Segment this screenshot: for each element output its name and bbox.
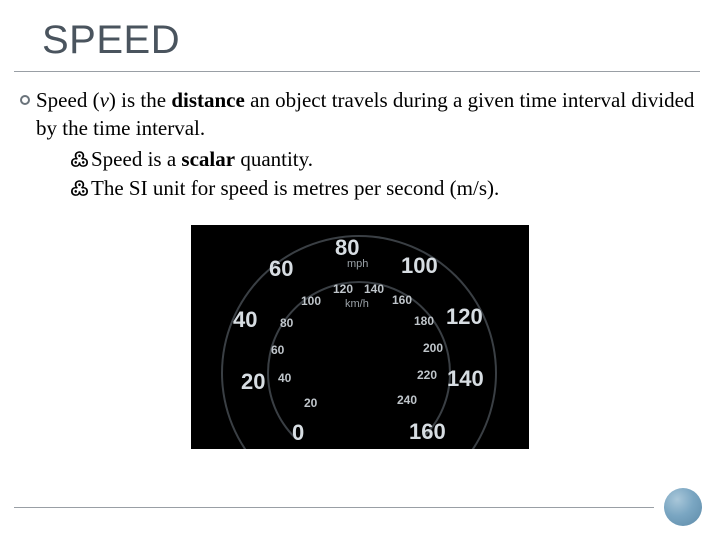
outer-tick: 100: [401, 251, 438, 281]
footer-divider: [14, 507, 654, 508]
inner-tick: 80: [280, 315, 293, 331]
inner-tick: 240: [397, 392, 417, 408]
inner-tick: 120: [333, 281, 353, 297]
text-fragment: The SI unit for speed is metres per seco…: [91, 176, 499, 200]
outer-tick: 40: [233, 305, 257, 335]
sub-bullet: ߷ Speed is a scalar quantity.: [70, 145, 700, 174]
sub-bullet: ߷ The SI unit for speed is metres per se…: [70, 174, 700, 203]
text-fragment: Speed is a: [91, 147, 181, 171]
sub-bullet-text: The SI unit for speed is metres per seco…: [91, 174, 499, 202]
sub-bullets: ߷ Speed is a scalar quantity. ߷ The SI u…: [36, 145, 700, 203]
text-fragment: ) is the: [109, 88, 171, 112]
inner-tick: 140: [364, 281, 384, 297]
inner-tick: 180: [414, 313, 434, 329]
speedometer: 020406080100120140160 204060801001201401…: [191, 225, 529, 449]
outer-tick: 120: [446, 302, 483, 332]
speed-symbol: v: [100, 88, 109, 112]
outer-tick: 60: [269, 254, 293, 284]
swirl-icon: ߷: [70, 176, 89, 203]
inner-tick: 60: [271, 342, 284, 358]
outer-tick: 0: [292, 418, 304, 448]
outer-tick: 160: [409, 417, 446, 447]
inner-tick: 220: [417, 367, 437, 383]
sub-bullet-text: Speed is a scalar quantity.: [91, 145, 313, 173]
content-body: Speed (v) is the distance an object trav…: [0, 86, 720, 449]
bold-distance: distance: [171, 88, 245, 112]
inner-tick: 100: [301, 293, 321, 309]
outer-tick: 20: [241, 367, 265, 397]
kmh-label: km/h: [345, 297, 369, 312]
inner-tick: 160: [392, 292, 412, 308]
speedometer-wrap: 020406080100120140160 204060801001201401…: [20, 225, 700, 449]
text-fragment: Speed (: [36, 88, 100, 112]
inner-tick: 20: [304, 395, 317, 411]
mph-label: mph: [347, 257, 368, 272]
text-fragment: quantity.: [235, 147, 313, 171]
corner-circle-icon: [664, 488, 702, 526]
page-title: SPEED: [42, 18, 700, 63]
outer-tick: 140: [447, 364, 484, 394]
main-bullet-text: Speed (v) is the distance an object trav…: [36, 86, 700, 203]
swirl-icon: ߷: [70, 147, 89, 174]
inner-tick: 40: [278, 370, 291, 386]
bullet-circle-icon: [20, 95, 30, 105]
inner-tick: 200: [423, 340, 443, 356]
bold-scalar: scalar: [181, 147, 235, 171]
main-bullet: Speed (v) is the distance an object trav…: [20, 86, 700, 203]
